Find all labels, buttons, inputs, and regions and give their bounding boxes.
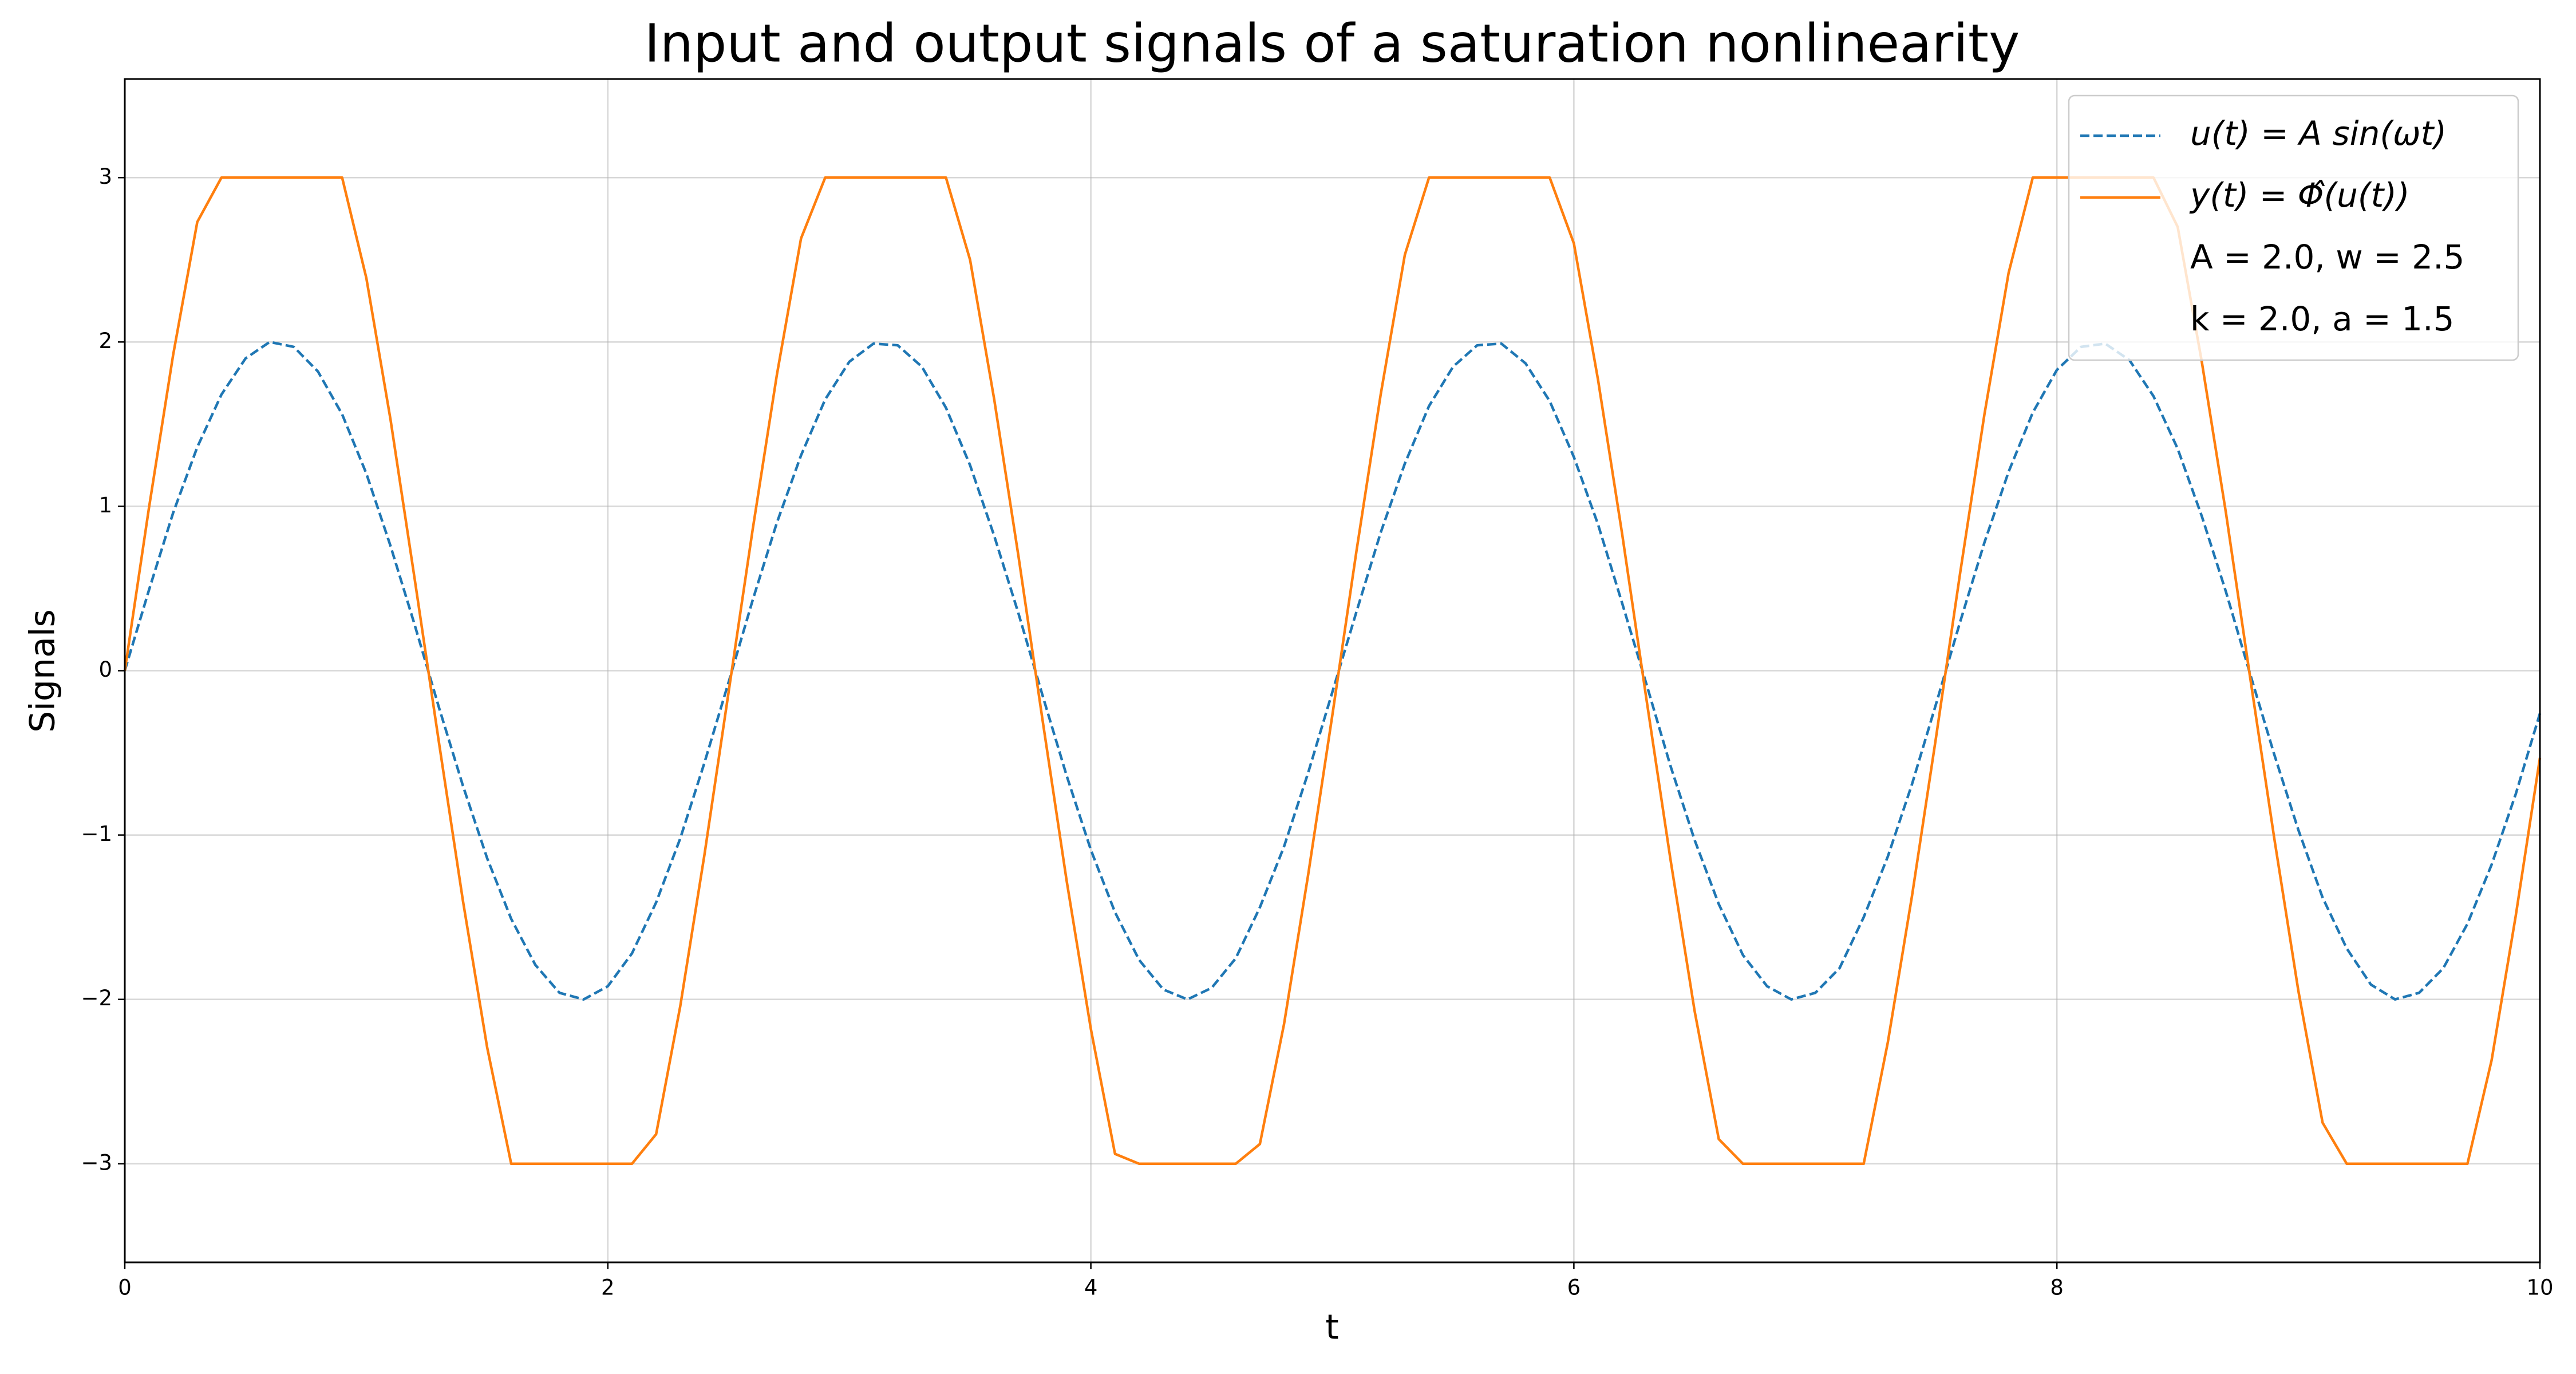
chart-title: Input and output signals of a saturation… [645, 13, 2020, 74]
x-axis-label: t [1325, 1308, 1339, 1348]
y-axis-label: Signals [23, 609, 63, 733]
x-tick-label: 0 [118, 1276, 132, 1300]
y-tick-label: 2 [98, 329, 112, 353]
y-tick-label: 0 [98, 657, 112, 682]
x-tick-label: 4 [1084, 1276, 1098, 1300]
x-tick-label: 6 [1567, 1276, 1581, 1300]
y-tick-label: −2 [81, 986, 112, 1010]
y-tick-label: −3 [81, 1150, 112, 1175]
legend-box [2068, 94, 2519, 361]
legend-label: u(t) = A sin(ωt) [2190, 114, 2447, 153]
legend-note: k = 2.0, a = 1.5 [2190, 299, 2454, 338]
legend-label: y(t) = Φ̂(u(t)) [2189, 176, 2409, 215]
x-tick-label: 8 [2050, 1276, 2064, 1300]
legend: u(t) = A sin(ωt) y(t) = Φ̂(u(t)) A = 2.0, … [2068, 94, 2519, 361]
y-tick-label: −1 [81, 822, 112, 846]
legend-note: A = 2.0, w = 2.5 [2190, 238, 2464, 277]
x-tick-label: 2 [601, 1276, 615, 1300]
y-tick-label: 3 [98, 164, 112, 189]
y-tick-label: 1 [98, 493, 112, 518]
series-line [123, 341, 2542, 1001]
ticks: 0 2 4 6 8 10 −3 −2 −1 0 1 2 3 [81, 164, 2553, 1300]
x-tick-label: 10 [2526, 1276, 2553, 1300]
grid [124, 79, 2541, 1262]
